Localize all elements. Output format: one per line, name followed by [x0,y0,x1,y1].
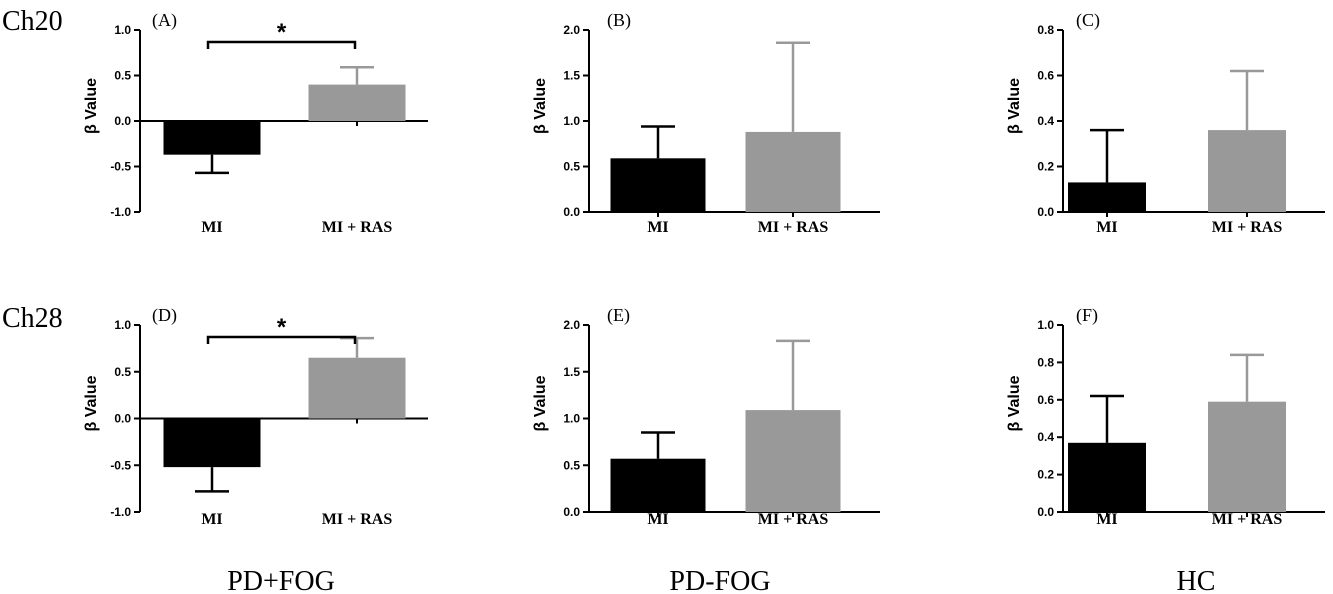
y-tick-label: 2.0 [563,23,580,37]
category-label: MI [647,219,668,236]
row-label-ch28: Ch28 [2,303,63,334]
y-tick-label: 0.0 [563,205,580,219]
y-tick-label: 0.5 [563,458,580,472]
y-tick-label: 0.5 [114,365,131,379]
y-tick-label: 1.0 [563,412,580,426]
y-tick-label: 0.6 [1037,393,1054,407]
y-tick-label: 0.5 [114,69,131,83]
category-label: MI [201,219,222,236]
bar-1 [745,410,841,512]
chart-panel-5: 0.0 0.2 0.4 0.6 0.8 1.0 MI MI + RAS (F) β Value [1006,305,1325,528]
y-tick-label: 0.6 [1037,69,1054,83]
y-tick-label: -0.5 [110,458,131,472]
bar-1 [308,84,406,121]
panel-label: (B) [607,10,631,31]
panel-label: (E) [607,305,630,326]
y-tick-label: 0.4 [1037,430,1054,444]
significance-bracket [206,40,357,49]
y-tick-label: 0.5 [563,160,580,174]
y-tick-label: -1.0 [110,205,131,219]
y-tick-label: -1.0 [110,505,131,519]
category-label: MI + RAS [758,511,829,528]
y-tick-label: 0.8 [1037,355,1054,369]
y-axis-label: β Value [532,375,549,431]
significance-marker: * [277,19,287,46]
y-axis-label: β Value [83,375,100,431]
y-tick-label: 1.5 [563,365,580,379]
bar-0 [1068,182,1146,212]
category-label: MI [1096,219,1117,236]
y-tick-label: 0.0 [1037,505,1054,519]
bar-1 [1208,130,1286,212]
group-label-pd-fog-plus: PD+FOG [227,566,335,594]
y-tick-label: 0.4 [1037,114,1054,128]
bar-1 [1208,401,1286,512]
y-tick-label: 1.0 [1037,318,1054,332]
y-tick-label: 1.0 [563,114,580,128]
category-label: MI + RAS [1212,219,1283,236]
chart-panel-1: 0.0 0.5 1.0 1.5 2.0 MI MI + RAS (B) β Value [532,10,880,236]
bar-0 [163,418,261,468]
bar-0 [610,458,706,512]
panel-label: (A) [152,10,177,31]
category-label: MI [647,511,668,528]
y-tick-label: 0.0 [563,505,580,519]
y-tick-label: 0.8 [1037,23,1054,37]
y-tick-label: 1.0 [114,318,131,332]
row-label-ch20: Ch20 [2,6,63,37]
chart-panel-3: -1.0 -0.5 0.0 0.5 1.0 MI MI + RAS (D) β Value * [83,305,428,528]
y-tick-label: 0.2 [1037,468,1054,482]
panel-label: (C) [1076,10,1100,31]
y-tick-label: 0.0 [114,412,131,426]
y-axis-label: β Value [532,78,549,134]
chart-panel-0: -1.0 -0.5 0.0 0.5 1.0 MI MI + RAS (A) β Value * [83,10,428,236]
y-tick-label: 1.5 [563,69,580,83]
group-label-hc: HC [1177,566,1216,594]
panel-label: (D) [152,305,177,326]
y-axis-label: β Value [1006,78,1023,134]
y-tick-label: 0.0 [1037,205,1054,219]
figure-labels: Ch20 Ch28 PD+FOG PD-FOG HC [2,6,1215,594]
chart-panel-4: 0.0 0.5 1.0 1.5 2.0 MI MI + RAS (E) β Value [532,305,880,528]
significance-marker: * [277,314,287,341]
category-label: MI + RAS [1212,511,1283,528]
bar-0 [1068,442,1146,512]
y-tick-label: 1.0 [114,23,131,37]
significance-bracket [206,335,357,344]
category-label: MI + RAS [322,219,393,236]
category-label: MI + RAS [322,511,393,528]
bar-1 [308,357,406,419]
panel-label: (F) [1076,305,1098,326]
y-axis-label: β Value [1006,375,1023,431]
y-axis-label: β Value [83,78,100,134]
y-tick-label: 2.0 [563,318,580,332]
y-tick-label: 0.2 [1037,160,1054,174]
category-label: MI + RAS [758,219,829,236]
bar-0 [163,121,261,155]
chart-panels: -1.0 -0.5 0.0 0.5 1.0 MI MI + RAS (A) β Value * 0.… [83,10,1325,528]
category-label: MI [201,511,222,528]
y-tick-label: 0.0 [114,114,131,128]
group-label-pd-fog-minus: PD-FOG [669,566,770,594]
y-tick-label: -0.5 [110,160,131,174]
chart-panel-2: 0.0 0.2 0.4 0.6 0.8 MI MI + RAS (C) β Value [1006,10,1325,236]
category-label: MI [1096,511,1117,528]
bar-1 [745,131,841,212]
bar-0 [610,158,706,212]
